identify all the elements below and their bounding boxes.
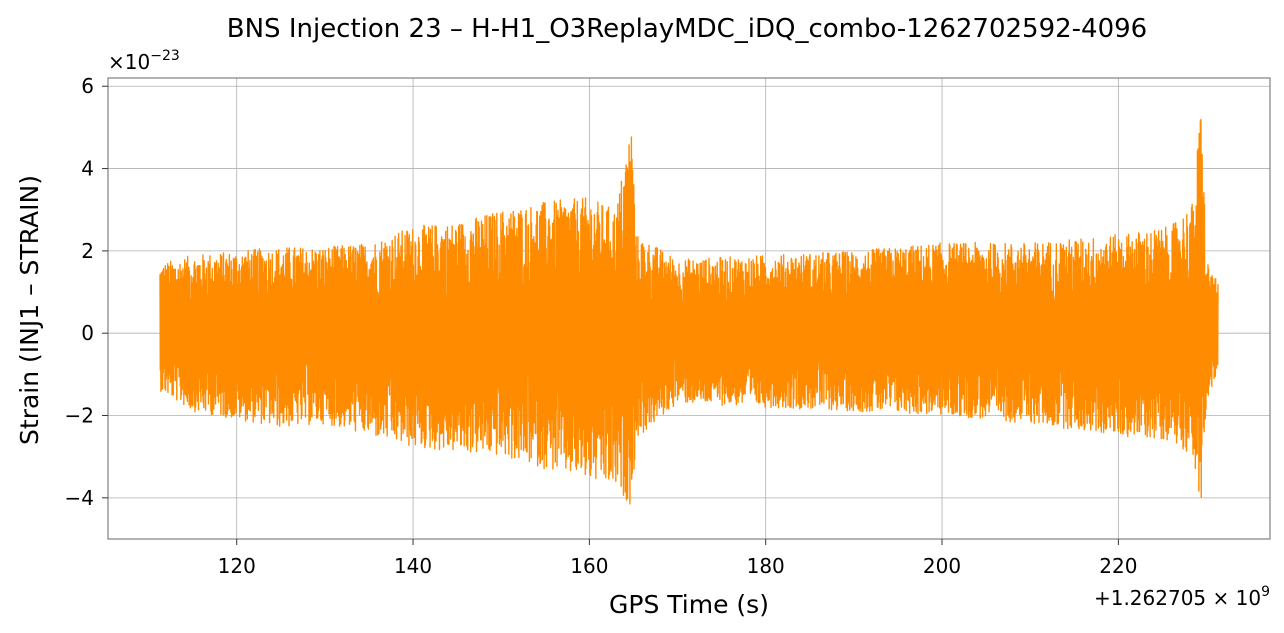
x-axis-label: GPS Time (s) bbox=[609, 590, 769, 619]
y-tick-label: 6 bbox=[81, 74, 94, 98]
x-tick-label: 200 bbox=[923, 554, 961, 578]
x-tick-label: 120 bbox=[218, 554, 256, 578]
y-tick-label: −4 bbox=[65, 486, 94, 510]
x-tick-label: 220 bbox=[1099, 554, 1137, 578]
y-tick-label: 0 bbox=[81, 321, 94, 345]
x-tick-label: 180 bbox=[747, 554, 785, 578]
y-axis-ticks: −4 −2 0 2 4 6 bbox=[65, 74, 108, 510]
y-tick-label: 4 bbox=[81, 157, 94, 181]
y-scale-label: ×10−23 bbox=[108, 48, 180, 74]
y-tick-label: 2 bbox=[81, 239, 94, 263]
y-tick-label: −2 bbox=[65, 404, 94, 428]
strain-line bbox=[159, 118, 1219, 505]
strain-series bbox=[159, 118, 1219, 505]
x-tick-label: 140 bbox=[394, 554, 432, 578]
plot-frame bbox=[107, 77, 1271, 540]
x-axis-ticks: 120 140 160 180 200 220 bbox=[218, 539, 1137, 578]
x-offset-label: +1.262705 × 109 bbox=[1094, 584, 1270, 610]
chart-title: BNS Injection 23 – H-H1_O3ReplayMDC_iDQ_… bbox=[227, 14, 1147, 44]
x-tick-label: 160 bbox=[570, 554, 608, 578]
y-axis-label: Strain (INJ1 – STRAIN) bbox=[15, 175, 44, 445]
